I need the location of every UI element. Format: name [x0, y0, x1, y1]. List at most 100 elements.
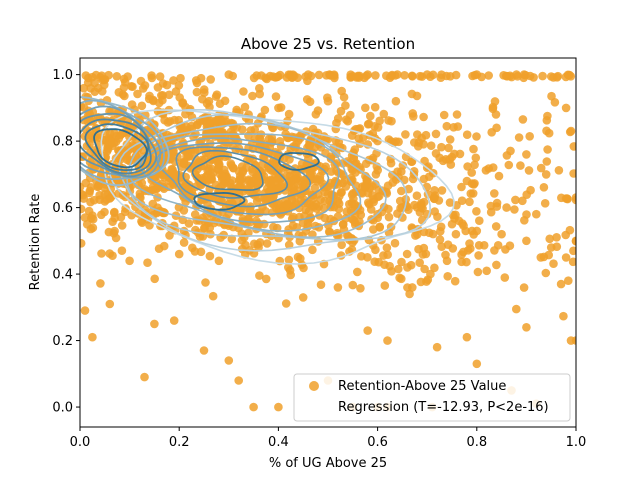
- scatter-point: [525, 71, 535, 81]
- scatter-point: [468, 189, 478, 198]
- scatter-point: [262, 239, 272, 248]
- scatter-point: [93, 182, 102, 192]
- x-axis: 0.0 0.2 0.4 0.6 0.8 1.0: [70, 427, 586, 450]
- scatter-point: [162, 80, 172, 90]
- scatter-point: [282, 199, 292, 209]
- density-contour: [80, 105, 162, 179]
- scatter-point: [305, 97, 315, 106]
- scatter-point: [215, 99, 225, 108]
- scatter-point: [320, 213, 330, 223]
- scatter-point: [80, 204, 86, 214]
- scatter-point: [413, 142, 423, 151]
- scatter-point: [459, 247, 468, 257]
- scatter-point: [482, 266, 492, 276]
- scatter-point: [382, 243, 392, 252]
- scatter-point: [445, 198, 455, 207]
- scatter-point: [169, 316, 179, 325]
- scatter-point: [368, 191, 377, 200]
- scatter-point: [192, 78, 202, 88]
- scatter-point: [361, 103, 370, 113]
- axes-frame: [79, 57, 577, 428]
- density-contour: [80, 118, 152, 175]
- x-tick-label: 0.4: [268, 435, 289, 450]
- y-tick-label: 0.2: [52, 334, 73, 349]
- scatter-point: [150, 319, 159, 329]
- scatter-point: [435, 235, 445, 244]
- scatter-point: [512, 304, 521, 314]
- scatter-point: [174, 249, 184, 259]
- x-tick-label: 0.6: [367, 435, 388, 450]
- scatter-point: [109, 208, 119, 218]
- scatter-point: [158, 91, 167, 100]
- scatter-point: [414, 244, 423, 254]
- scatter-point: [219, 179, 229, 189]
- scatter-point: [86, 197, 95, 207]
- scatter-point: [196, 180, 205, 189]
- scatter-point: [82, 141, 92, 151]
- scatter-point: [444, 143, 453, 153]
- scatter-point: [516, 161, 525, 170]
- scatter-point: [419, 112, 428, 122]
- scatter-point: [290, 169, 300, 179]
- scatter-point: [336, 188, 346, 197]
- scatter-point: [293, 252, 303, 262]
- scatter-point: [333, 180, 343, 189]
- density-contour: [191, 155, 264, 191]
- scatter-point: [445, 155, 455, 164]
- scatter-point: [153, 106, 163, 116]
- density-contour: [109, 108, 431, 252]
- scatter-point: [284, 263, 293, 272]
- scatter-point: [85, 188, 94, 198]
- scatter-point: [386, 158, 396, 168]
- scatter-point: [420, 264, 429, 274]
- scatter-point: [227, 234, 237, 244]
- scatter-point: [437, 242, 447, 251]
- scatter-point: [80, 102, 86, 111]
- scatter-point: [150, 274, 159, 284]
- scatter-point: [248, 91, 257, 101]
- scatter-point: [420, 156, 429, 166]
- scatter-point: [569, 169, 576, 178]
- scatter-point: [188, 243, 197, 253]
- scatter-point: [97, 210, 106, 220]
- scatter-point: [275, 137, 285, 146]
- scatter-point: [80, 194, 88, 203]
- scatter-point: [472, 207, 481, 216]
- scatter-point: [370, 257, 380, 267]
- scatter-point: [179, 238, 189, 247]
- scatter-point: [212, 90, 222, 99]
- scatter-point: [249, 73, 259, 83]
- density-contour: [100, 109, 455, 265]
- scatter-point: [208, 291, 218, 301]
- scatter-point: [134, 180, 143, 190]
- scatter-point: [269, 222, 278, 232]
- scatter-point: [353, 267, 362, 277]
- scatter-point: [550, 98, 560, 107]
- scatter-point: [462, 332, 472, 342]
- scatter-point: [552, 233, 561, 242]
- scatter-point: [234, 183, 244, 193]
- scatter-point: [502, 203, 511, 212]
- scatter-point: [323, 96, 333, 106]
- scatter-point: [472, 226, 482, 236]
- scatter-point: [549, 259, 558, 269]
- legend-box: [293, 373, 571, 422]
- scatter-point: [491, 110, 501, 119]
- scatter-point: [413, 230, 422, 239]
- scatter-point: [428, 229, 438, 239]
- scatter-point: [154, 244, 164, 253]
- scatter-point: [271, 92, 281, 101]
- scatter-point: [412, 91, 422, 101]
- scatter-point: [251, 216, 261, 226]
- scatter-point: [179, 206, 189, 215]
- scatter-point: [545, 234, 554, 244]
- scatter-point: [300, 178, 310, 188]
- scatter-point: [566, 126, 576, 136]
- scatter-point: [250, 125, 259, 134]
- scatter-point: [333, 212, 343, 221]
- scatter-point: [402, 249, 412, 259]
- scatter-point: [87, 72, 97, 82]
- scatter-point: [313, 106, 323, 115]
- legend-marker-scatter: [309, 381, 319, 391]
- scatter-point: [298, 293, 308, 302]
